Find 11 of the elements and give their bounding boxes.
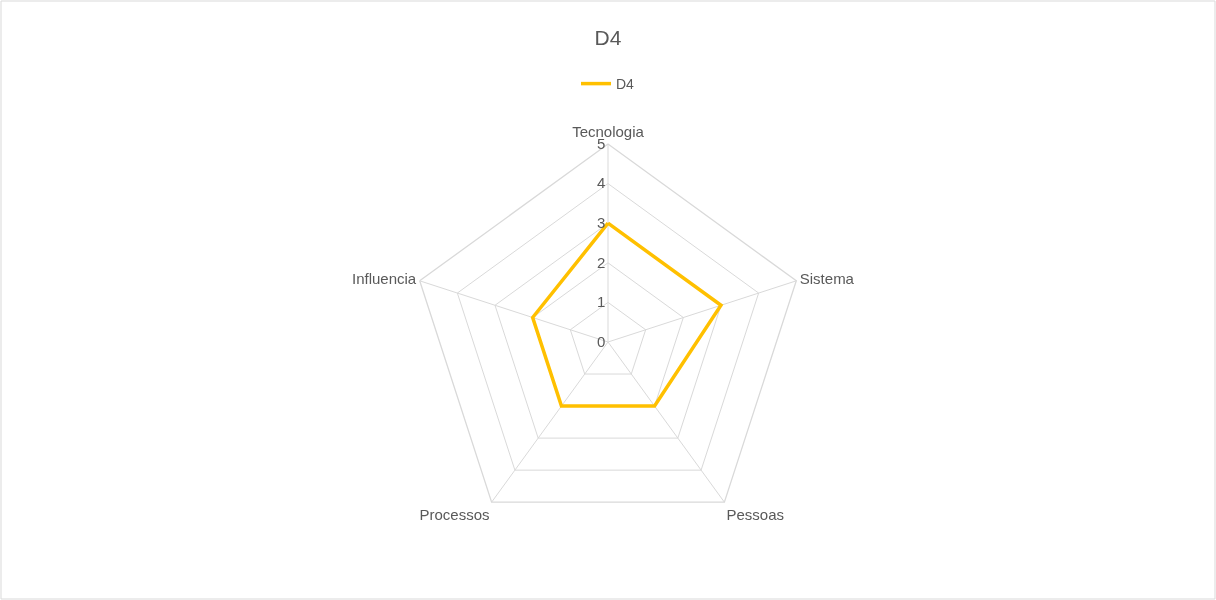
chart-title: D4 [594, 25, 622, 49]
y-tick-label: 0 [596, 332, 606, 350]
spoke-label: Influencia [352, 269, 417, 287]
y-tick-label: 3 [596, 214, 606, 232]
y-tick-label: 1 [596, 293, 606, 311]
spoke-label: Pessoas [726, 506, 785, 524]
y-tick-label: 2 [596, 253, 606, 271]
spoke-label: Processos [419, 506, 490, 524]
spoke-label: Sistema [799, 269, 855, 287]
y-tick-label: 4 [596, 174, 606, 192]
legend-label: D4 [616, 76, 635, 93]
